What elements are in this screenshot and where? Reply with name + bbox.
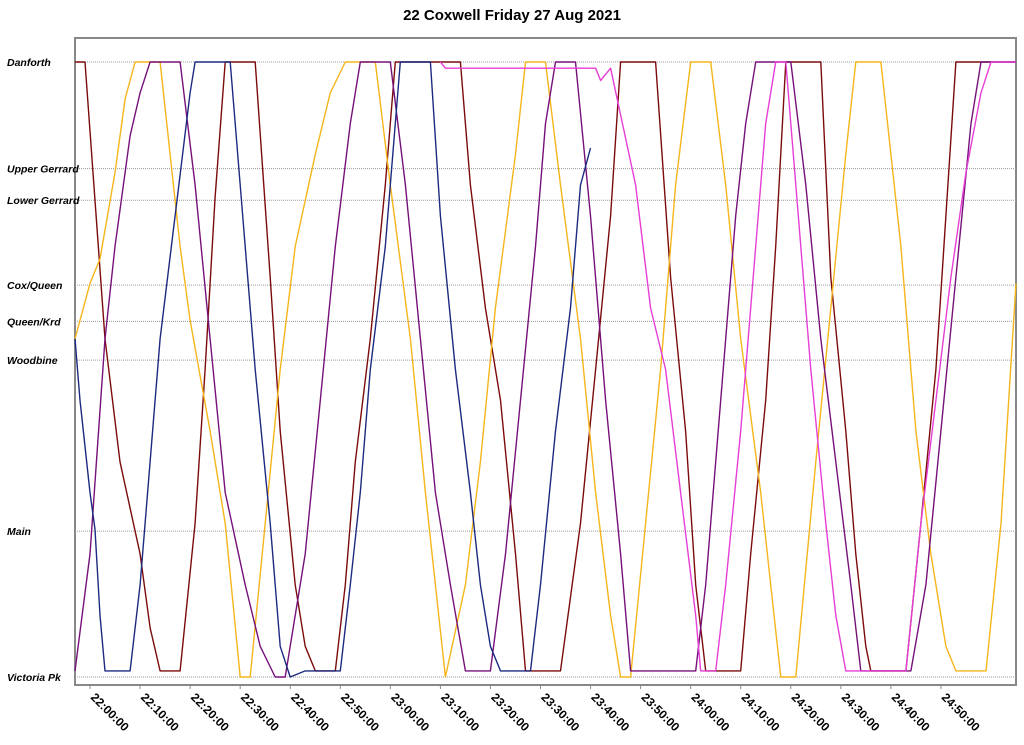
x-tick-label: 24:40:00: [889, 690, 933, 734]
x-tick-label: 23:00:00: [388, 690, 432, 734]
stop-labels: Danforth Upper Gerrard Lower Gerrard Cox/Qu…: [7, 57, 80, 684]
chart-title: 22 Coxwell Friday 27 Aug 2021: [403, 7, 621, 24]
x-tick-label: 22:00:00: [88, 690, 132, 734]
x-tick-label: 22:40:00: [288, 690, 332, 734]
bus-trip-lines: [74, 61, 1017, 678]
x-tick-label: 22:10:00: [138, 690, 182, 734]
stop-label: Victoria Pk: [7, 672, 62, 684]
time-axis-labels: 22:00:00 22:10:00 22:20:00 22:30:00 22:40:00…: [88, 685, 983, 734]
stop-label: Upper Gerrard: [7, 164, 79, 176]
plot-area: [74, 37, 1017, 686]
stop-label: Danforth: [7, 57, 51, 69]
x-tick-label: 22:20:00: [188, 690, 232, 734]
x-tick-label: 24:20:00: [789, 690, 833, 734]
x-tick-label: 24:00:00: [689, 690, 733, 734]
x-tick-label: 23:10:00: [438, 690, 482, 734]
stop-label: Main: [7, 526, 31, 538]
bus-trip-line-3: [74, 61, 1016, 678]
x-tick-label: 24:50:00: [939, 690, 983, 734]
stop-label: Lower Gerrard: [7, 195, 80, 207]
x-tick-label: 24:30:00: [839, 690, 883, 734]
x-tick-label: 23:30:00: [538, 690, 582, 734]
bus-trip-line-4: [74, 61, 592, 678]
stop-label: Queen/Krd: [7, 316, 61, 328]
bus-trip-line-1: [75, 61, 1016, 672]
bus-trip-line-2: [74, 61, 1017, 678]
x-tick-label: 23:40:00: [588, 690, 632, 734]
x-tick-label: 23:20:00: [488, 690, 532, 734]
stop-label: Woodbine: [7, 355, 58, 367]
bus-trip-line-5: [439, 61, 1016, 672]
stop-label: Cox/Queen: [7, 280, 62, 292]
x-tick-label: 22:50:00: [338, 690, 382, 734]
x-tick-label: 22:30:00: [238, 690, 282, 734]
x-tick-label: 23:50:00: [638, 690, 682, 734]
x-tick-label: 24:10:00: [739, 690, 783, 734]
